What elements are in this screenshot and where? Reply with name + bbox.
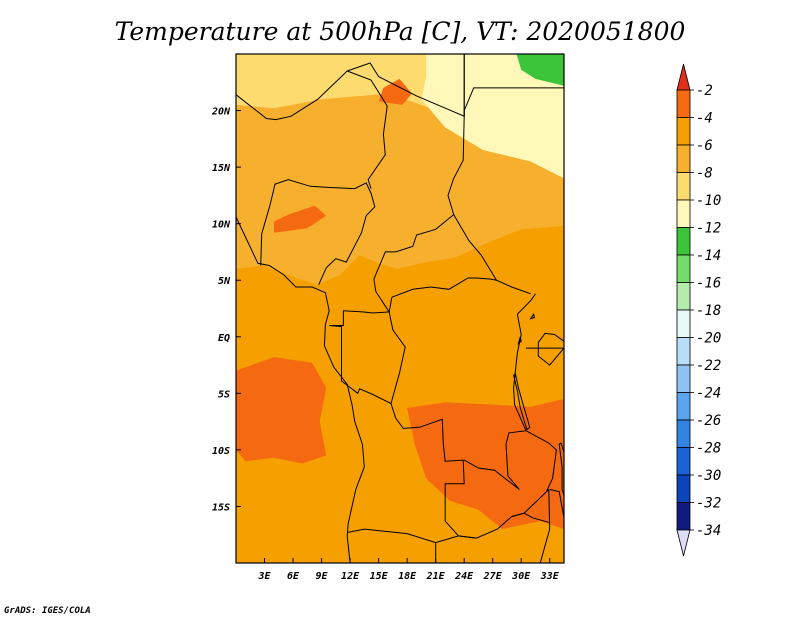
border-line-6: [373, 116, 465, 314]
x-tick-label: 18E: [398, 571, 417, 582]
border-line-7: [391, 277, 531, 298]
x-tick-label: 33E: [540, 571, 560, 582]
map-area: [236, 54, 564, 563]
colorbar-label: -10: [696, 193, 721, 209]
region-northeast-cold-pool: [421, 54, 564, 179]
border-line-3: [236, 70, 388, 189]
y-tick-label: 15S: [212, 502, 230, 513]
colorbar-swatch: [676, 337, 691, 366]
colorbar-swatch: [676, 309, 691, 338]
y-tick-label: EQ: [218, 333, 230, 344]
x-tick-label: 21E: [426, 571, 446, 582]
colorbar-swatch: [676, 474, 691, 503]
colorbar-label: -18: [696, 303, 721, 319]
y-tick-label: 20N: [211, 107, 231, 118]
colorbar-swatch: [676, 282, 691, 311]
plot-frame: [235, 53, 565, 564]
colorbar-label: -2: [696, 83, 713, 99]
region-angola-coast-warm: [236, 357, 327, 464]
border-line-8: [453, 214, 497, 281]
border-line-11: [362, 311, 390, 314]
lake-outline-4: [517, 336, 522, 345]
border-line-9: [329, 310, 477, 539]
colorbar-label: -34: [696, 523, 721, 539]
colorbar-swatch: [676, 89, 691, 118]
colorbar-swatch: [676, 364, 691, 393]
colorbar-bottom-arrow: [676, 529, 691, 557]
y-tick-label: 5N: [218, 276, 231, 287]
y-tick-label: 10S: [212, 446, 230, 457]
lake-outline-2: [558, 442, 564, 498]
x-tick-label: 15E: [370, 571, 389, 582]
border-line-19: [511, 512, 549, 523]
colorbar-swatch: [676, 447, 691, 476]
colorbar-label: -28: [696, 441, 721, 457]
x-tick-label: 24E: [454, 571, 474, 582]
x-axis: 3E 6E 9E 12E 15E 18E 21E 24E 27E 30E 33E: [257, 558, 560, 582]
y-axis: 20N 15N 10N 5N EQ 5S 10S 15S: [211, 107, 241, 513]
x-tick-label: 27E: [483, 571, 503, 582]
y-tick-label: 15N: [212, 163, 231, 174]
colorbar-top-arrow: [676, 63, 691, 91]
x-tick-label: 3E: [257, 571, 271, 582]
region-northeast-corner: [516, 54, 564, 86]
chart-title: Temperature at 500hPa [C], VT: 202005180…: [115, 17, 686, 46]
border-line-10: [388, 311, 406, 404]
colorbar-swatch: [676, 117, 691, 146]
colorbar-label: -4: [696, 111, 713, 127]
colorbar-swatch: [676, 419, 691, 448]
y-tick-label: 5S: [218, 389, 230, 400]
y-tick-label: 10N: [212, 220, 231, 231]
lake-outline-5: [529, 312, 536, 320]
colorbar-swatch: [676, 172, 691, 201]
colorbar-swatch: [676, 199, 691, 228]
border-line-18: [539, 489, 551, 563]
border-line-14: [516, 293, 536, 353]
region-nigeria-warm: [274, 205, 327, 233]
border-line-16: [525, 430, 557, 492]
colorbar-swatch: [676, 254, 691, 283]
colorbar-label: -24: [696, 386, 721, 402]
colorbar-swatch: [676, 502, 691, 531]
colorbar-label: -32: [696, 496, 721, 512]
border-line-2: [260, 179, 376, 285]
colorbar-label: -8: [696, 166, 713, 182]
region-zambia-warm: [407, 399, 564, 530]
lake-outline-3: [537, 332, 564, 366]
colorbar-label: -26: [696, 413, 721, 429]
colorbar-label: -14: [696, 248, 721, 264]
country-borders: [236, 54, 564, 563]
colorbar-swatch: [676, 227, 691, 256]
x-tick-label: 6E: [287, 571, 300, 582]
region-niger-warm: [378, 78, 412, 105]
colorbar-swatch: [676, 392, 691, 421]
x-tick-label: 12E: [341, 571, 360, 582]
x-tick-label: 9E: [316, 571, 329, 582]
colorbar-label: -22: [696, 358, 721, 374]
credit-label: GrADS: IGES/COLA: [4, 606, 91, 616]
x-tick-label: 30E: [511, 571, 531, 582]
lake-outline-1: [513, 373, 531, 431]
border-line-17: [549, 489, 564, 519]
border-line-13: [463, 352, 527, 490]
colorbar: -2 -4 -6 -8 -10 -12 -14 -16 -18 -20 -22 -24 -26 -28 -3…: [676, 63, 721, 557]
colorbar-label: -12: [696, 221, 721, 237]
colorbar-swatch: [676, 144, 691, 173]
colorbar-label: -6: [696, 138, 713, 154]
colorbar-label: -20: [696, 331, 721, 347]
border-line-1: [236, 216, 365, 563]
colorbar-label: -30: [696, 468, 721, 484]
colorbar-label: -16: [696, 276, 721, 292]
